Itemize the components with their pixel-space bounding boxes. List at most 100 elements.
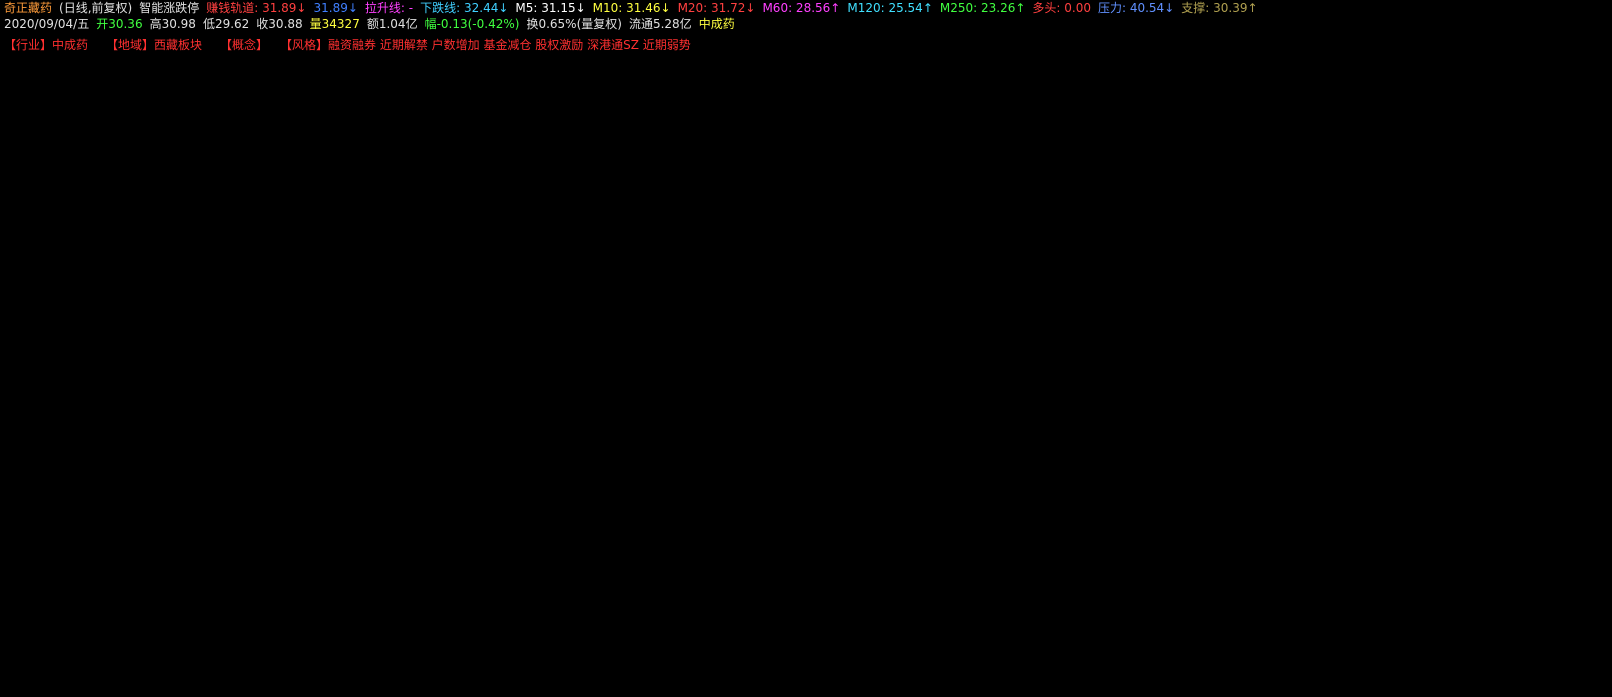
- candle-body: [728, 531, 740, 544]
- header-item: 【行业】中成药: [4, 38, 89, 52]
- candle-body: [378, 601, 390, 605]
- line-label: 5日线: [1536, 335, 1568, 349]
- price-annotation: ←18.11: [490, 619, 534, 633]
- header-item: M120: 25.54↑: [847, 1, 933, 15]
- candle-body: [224, 585, 236, 596]
- x-tick-label: 7: [848, 662, 856, 676]
- logo-petal: [1394, 639, 1412, 657]
- header-item: M10: 31.46↓: [592, 1, 671, 15]
- candle-body: [1134, 286, 1146, 354]
- signal-icon: [685, 628, 695, 638]
- candle-body: [952, 519, 964, 536]
- header-item: 多头: 0.00: [1032, 1, 1091, 15]
- candle-body: [840, 553, 852, 559]
- candle-body: [826, 555, 838, 559]
- signal-icon: [702, 592, 714, 604]
- x-tick-label: 5: [305, 662, 313, 676]
- signal-icon: [1182, 498, 1194, 510]
- candle-body: [28, 588, 40, 594]
- header-item: 【概念】: [220, 38, 269, 52]
- candle-body: [1484, 342, 1496, 350]
- signal-icon: [856, 586, 868, 598]
- x-tick-label: 2020年: [4, 662, 47, 676]
- x-tick-label: 8: [1180, 662, 1188, 676]
- candle-body: [1386, 331, 1398, 341]
- candle-body: [1148, 212, 1160, 288]
- header-item: 智能涨跌停: [139, 1, 200, 15]
- candle-body: [532, 605, 544, 611]
- candle-body: [1232, 180, 1244, 208]
- candle-body: [504, 607, 516, 613]
- candle-body: [1120, 352, 1132, 355]
- candle-body: [756, 553, 768, 559]
- candle-body: [770, 557, 782, 564]
- candle-body: [644, 592, 656, 598]
- header-item: M20: 31.72↓: [677, 1, 756, 15]
- candle-body: [1400, 331, 1412, 357]
- indicator-line: [19, 91, 1519, 611]
- candle-body: [1344, 305, 1356, 348]
- window-button[interactable]: [1530, 3, 1542, 13]
- signal-icon: [1056, 568, 1068, 580]
- candle-body: [196, 581, 208, 585]
- header-item: 赚钱轨道: 31.89↓: [206, 1, 307, 15]
- x-tick-label: 6: [565, 662, 573, 676]
- candle-body: [1176, 46, 1188, 89]
- header-item: (日线,前复权): [59, 1, 133, 15]
- candle-body: [210, 581, 222, 587]
- signal-label: 涨: [1172, 644, 1184, 659]
- candle-body: [518, 607, 530, 611]
- candle-body: [784, 560, 796, 564]
- signal-icon: [968, 574, 980, 586]
- candle-body: [742, 531, 754, 555]
- header-item: 2020/09/04/五: [4, 17, 90, 31]
- candle-body: [560, 601, 572, 605]
- candle-body: [1358, 333, 1370, 348]
- header-item: M60: 28.56↑: [762, 1, 841, 15]
- signal-icon: [982, 572, 994, 584]
- candle-body: [420, 603, 432, 609]
- candle-body: [350, 603, 362, 607]
- indicator-line: [19, 398, 1519, 611]
- logo-petal: [1386, 647, 1404, 665]
- line-label: 60日线: [1536, 391, 1575, 405]
- candle-body: [1372, 333, 1384, 341]
- line-label: 20日线: [1536, 323, 1575, 337]
- candle-body: [294, 598, 306, 603]
- candle-body: [896, 544, 908, 549]
- candle-body: [476, 611, 488, 615]
- candle-body: [980, 510, 992, 529]
- logo-petal: [1402, 633, 1420, 651]
- candle-body: [546, 603, 558, 607]
- candle-body: [602, 594, 614, 600]
- candle-body: [588, 596, 600, 600]
- signal-icon: [870, 586, 882, 598]
- candle-body: [1302, 286, 1314, 300]
- header-item: 开30.36: [96, 17, 143, 31]
- signal-icon: [1140, 538, 1152, 550]
- candle-body: [1498, 342, 1510, 352]
- candle-body: [1414, 355, 1426, 370]
- candle-body: [700, 555, 712, 581]
- candle-body: [812, 555, 824, 559]
- signal-icon: [940, 578, 952, 590]
- header-item: 拉升线: -: [364, 1, 414, 15]
- candle-body: [84, 583, 96, 587]
- signal-icon: [1228, 464, 1240, 476]
- indicator-line: [19, 361, 1518, 620]
- candle-body: [1162, 132, 1174, 154]
- candle-body: [1260, 225, 1272, 255]
- candle-body: [1218, 152, 1230, 190]
- header-item: 低29.62: [202, 17, 250, 31]
- candle-body: [266, 590, 278, 605]
- signal-icon: [898, 584, 910, 596]
- candle-body: [1092, 467, 1104, 518]
- header-item: 幅-0.13(-0.42%): [424, 17, 520, 31]
- candle-body: [392, 603, 404, 607]
- signal-icon: [1098, 560, 1110, 572]
- watermark: 分析家公式网 www.70822.com: [1386, 625, 1579, 673]
- signal-icon: [1084, 564, 1096, 576]
- header-item: 流通5.28亿: [628, 17, 692, 31]
